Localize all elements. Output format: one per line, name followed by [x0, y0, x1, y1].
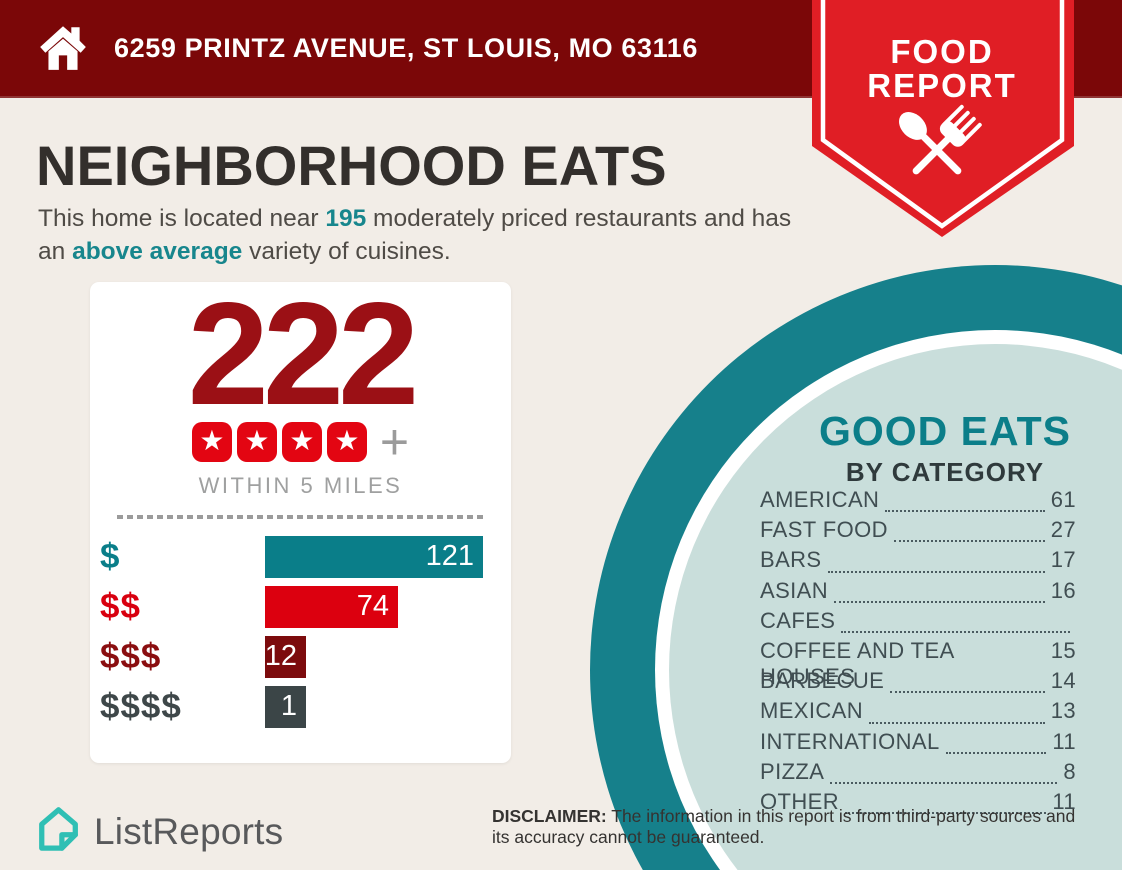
restaurant-stats-card: 222 ★ ★ ★ ★ + WITHIN 5 MILES $121 $$ 74 $$$ 12 $… — [90, 278, 511, 763]
category-row: ASIAN 16 — [760, 578, 1076, 608]
intro-text-mid: moderately priced restaurants and has an — [38, 205, 792, 265]
price-tier-value: 74 — [356, 590, 389, 623]
category-count: 27 — [1050, 517, 1076, 543]
category-label: PIZZA — [760, 758, 825, 784]
star-rating: ★ ★ ★ ★ — [191, 421, 367, 462]
category-count: 8 — [1063, 758, 1076, 784]
dotted-leader — [830, 781, 1058, 784]
disclaimer-text: DISCLAIMER: The information in this repo… — [492, 806, 1084, 849]
star-icon: ★ — [281, 421, 322, 462]
dotted-leader — [845, 812, 1047, 815]
price-tier-bar: 12 — [264, 635, 306, 678]
category-label: FAST FOOD — [760, 517, 888, 543]
price-tier-row: $$ 74 — [100, 585, 511, 628]
category-count: 13 — [1050, 698, 1076, 724]
food-report-ribbon: FOOD REPORT — [798, 0, 1080, 247]
price-tier-bar: 74 — [265, 585, 398, 628]
category-row: OTHER 11 — [760, 789, 1076, 819]
category-row: CAFES — [760, 608, 1076, 638]
category-row: MEXICAN 13 — [760, 698, 1076, 728]
category-row: AMERICAN 61 — [760, 487, 1076, 517]
category-count: 61 — [1050, 487, 1076, 512]
price-tier-row: $$$ 12 — [100, 635, 511, 678]
star-icon: ★ — [236, 421, 277, 462]
category-label: INTERNATIONAL — [760, 728, 940, 754]
category-count: 15 — [1050, 637, 1076, 663]
price-tier-label: $$ — [100, 586, 141, 626]
category-row: PIZZA 8 — [760, 759, 1076, 789]
category-label: COFFEE AND TEA HOUSES — [760, 637, 954, 689]
dotted-leader — [834, 600, 1045, 603]
variety-highlight: above average — [72, 237, 243, 265]
total-restaurants-count: 222 — [187, 272, 420, 435]
price-tier-row: $121 — [100, 535, 511, 578]
intro-text: This home is located near 195 moderately… — [38, 203, 793, 268]
dotted-leader — [841, 630, 1070, 633]
price-tier-value: 1 — [280, 690, 297, 723]
category-label: CAFES — [760, 607, 836, 633]
intro-text-pre: This home is located near — [38, 205, 326, 232]
plus-sign: + — [379, 413, 410, 470]
price-tier-label: $$$$ — [100, 686, 182, 726]
page-title: NEIGHBORHOOD EATS — [36, 134, 667, 197]
good-eats-title: GOOD EATS — [819, 408, 1071, 454]
dotted-leader — [945, 751, 1047, 754]
listreports-logo: ListReports — [36, 806, 283, 857]
listreports-house-icon — [36, 806, 82, 857]
category-row: COFFEE AND TEA HOUSES 15 — [760, 637, 1076, 689]
stars-row: ★ ★ ★ ★ + — [90, 413, 511, 470]
star-icon: ★ — [326, 421, 367, 462]
brand-name: ListReports — [94, 810, 284, 852]
category-label: ASIAN — [760, 577, 829, 603]
category-label: BARS — [760, 547, 822, 573]
price-tier-label: $$$ — [100, 636, 162, 676]
dotted-leader — [885, 510, 1045, 513]
home-icon — [36, 17, 90, 80]
price-tier-row: $$$$ 1 — [100, 685, 511, 728]
dotted-leader — [893, 540, 1045, 543]
category-label: AMERICAN — [760, 487, 880, 512]
dotted-leader — [827, 570, 1045, 573]
category-row: FAST FOOD 27 — [760, 517, 1076, 547]
intro-text-post: variety of cuisines. — [242, 237, 451, 265]
category-count: 14 — [1050, 668, 1076, 694]
category-label: MEXICAN — [760, 698, 864, 724]
star-icon: ★ — [191, 421, 232, 462]
price-tier-value: 121 — [425, 540, 474, 573]
price-tier-bar: 121 — [265, 535, 483, 578]
category-count: 17 — [1050, 547, 1076, 573]
category-count: 11 — [1052, 788, 1076, 814]
price-tier-value: 12 — [264, 640, 297, 673]
spoon-fork-icon — [899, 104, 982, 175]
good-eats-heading: GOOD EATS BY CATEGORY — [790, 408, 1100, 488]
price-tier-bar: 1 — [265, 685, 306, 728]
radius-label: WITHIN 5 MILES — [198, 472, 403, 498]
category-label: BARBECUE — [760, 668, 885, 694]
dotted-leader — [869, 721, 1045, 724]
dashed-divider — [117, 514, 484, 519]
disclaimer-body: The information in this report is from t… — [492, 806, 1076, 848]
category-label: OTHER — [760, 788, 839, 814]
ribbon-line2: REPORT — [867, 67, 1017, 104]
category-count: 16 — [1050, 577, 1076, 603]
category-row: BARS 17 — [760, 547, 1076, 577]
category-row: INTERNATIONAL 11 — [760, 729, 1076, 759]
ribbon-line1: FOOD — [890, 33, 993, 70]
category-count: 11 — [1052, 728, 1076, 754]
disclaimer-label: DISCLAIMER: — [492, 806, 607, 826]
price-tier-label: $ — [100, 536, 121, 576]
price-tier-bar-chart: $121 $$ 74 $$$ 12 $$$$ 1 — [90, 535, 511, 728]
dotted-leader — [890, 691, 1045, 694]
good-eats-subtitle: BY CATEGORY — [845, 457, 1045, 487]
property-address: 6259 PRINTZ AVENUE, ST LOUIS, MO 63116 — [114, 32, 698, 63]
category-row: BARBECUE 14 — [760, 668, 1076, 698]
good-eats-category-list: AMERICAN 61 FAST FOOD 27 BARS 17 ASIAN 16 CAFES C… — [760, 487, 1076, 819]
restaurant-count: 195 — [325, 205, 367, 232]
